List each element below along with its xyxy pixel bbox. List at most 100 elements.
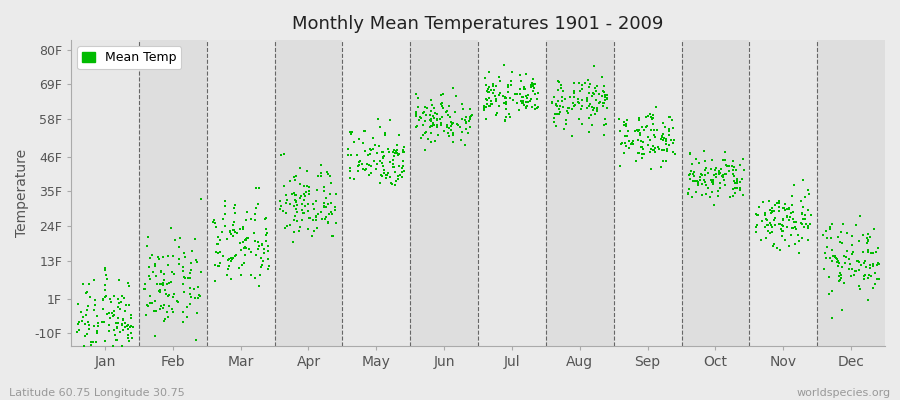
Point: [375, 149, 390, 155]
Point: [831, 263, 845, 269]
Point: [390, 150, 404, 156]
Point: [374, 123, 388, 130]
Point: [712, 170, 726, 177]
Point: [301, 226, 315, 232]
Point: [758, 210, 772, 216]
Point: [111, 304, 125, 310]
Point: [102, 328, 116, 335]
Point: [238, 244, 252, 250]
Point: [352, 162, 366, 168]
Point: [851, 259, 866, 265]
Point: [159, 290, 174, 297]
Point: [386, 164, 400, 170]
Point: [663, 137, 678, 143]
Point: [225, 227, 239, 234]
Point: [72, 327, 86, 333]
Point: [489, 82, 503, 89]
Point: [597, 122, 611, 128]
Point: [115, 315, 130, 322]
Point: [317, 204, 331, 211]
Point: [491, 74, 506, 80]
Point: [713, 185, 727, 191]
Point: [166, 269, 180, 276]
Point: [486, 90, 500, 96]
Point: [801, 223, 815, 229]
Point: [158, 316, 173, 322]
Point: [124, 315, 139, 321]
Point: [162, 280, 176, 286]
Point: [580, 97, 594, 103]
Bar: [750, 40, 817, 346]
Point: [572, 116, 586, 123]
Legend: Mean Temp: Mean Temp: [77, 46, 181, 69]
Point: [390, 146, 404, 153]
Point: [834, 272, 849, 278]
Point: [561, 107, 575, 114]
Point: [630, 127, 644, 134]
Point: [273, 198, 287, 204]
Point: [694, 171, 708, 177]
Point: [423, 123, 437, 129]
Point: [843, 272, 858, 279]
Point: [439, 124, 454, 130]
Point: [598, 121, 613, 127]
Point: [465, 112, 480, 118]
Point: [500, 84, 515, 90]
Point: [426, 120, 440, 127]
Point: [583, 112, 598, 119]
Point: [442, 133, 456, 140]
Point: [617, 122, 632, 128]
Point: [208, 278, 222, 285]
Point: [727, 172, 742, 179]
Point: [660, 158, 674, 164]
Point: [845, 250, 859, 257]
Point: [526, 83, 540, 90]
Point: [687, 173, 701, 179]
Point: [76, 281, 90, 288]
Point: [840, 230, 854, 236]
Point: [656, 131, 670, 138]
Point: [851, 283, 866, 289]
Point: [104, 298, 119, 305]
Point: [319, 204, 333, 210]
Point: [320, 201, 335, 207]
Point: [99, 272, 113, 278]
Point: [212, 263, 227, 269]
Point: [463, 105, 477, 112]
Point: [526, 85, 541, 91]
Point: [419, 105, 434, 111]
Point: [656, 137, 670, 144]
Point: [302, 184, 316, 190]
Point: [420, 136, 435, 143]
Point: [479, 116, 493, 122]
Point: [780, 224, 795, 230]
Point: [118, 324, 132, 331]
Point: [216, 216, 230, 222]
Point: [110, 337, 124, 343]
Point: [375, 160, 390, 166]
Point: [824, 315, 839, 321]
Point: [358, 128, 373, 134]
Point: [301, 201, 315, 207]
Point: [822, 290, 836, 297]
Point: [320, 220, 335, 226]
Point: [424, 107, 438, 114]
Point: [554, 98, 569, 104]
Point: [102, 310, 116, 316]
Point: [559, 117, 573, 123]
Bar: [681, 40, 750, 346]
Point: [478, 75, 492, 82]
Point: [575, 96, 590, 103]
Point: [780, 213, 795, 220]
Point: [656, 120, 670, 126]
Point: [79, 289, 94, 295]
Point: [118, 308, 132, 314]
Point: [662, 141, 677, 148]
Point: [787, 182, 801, 188]
Point: [856, 249, 870, 256]
Point: [760, 228, 775, 234]
Point: [691, 178, 706, 185]
Point: [220, 257, 235, 263]
Point: [552, 79, 566, 85]
Point: [779, 206, 794, 212]
